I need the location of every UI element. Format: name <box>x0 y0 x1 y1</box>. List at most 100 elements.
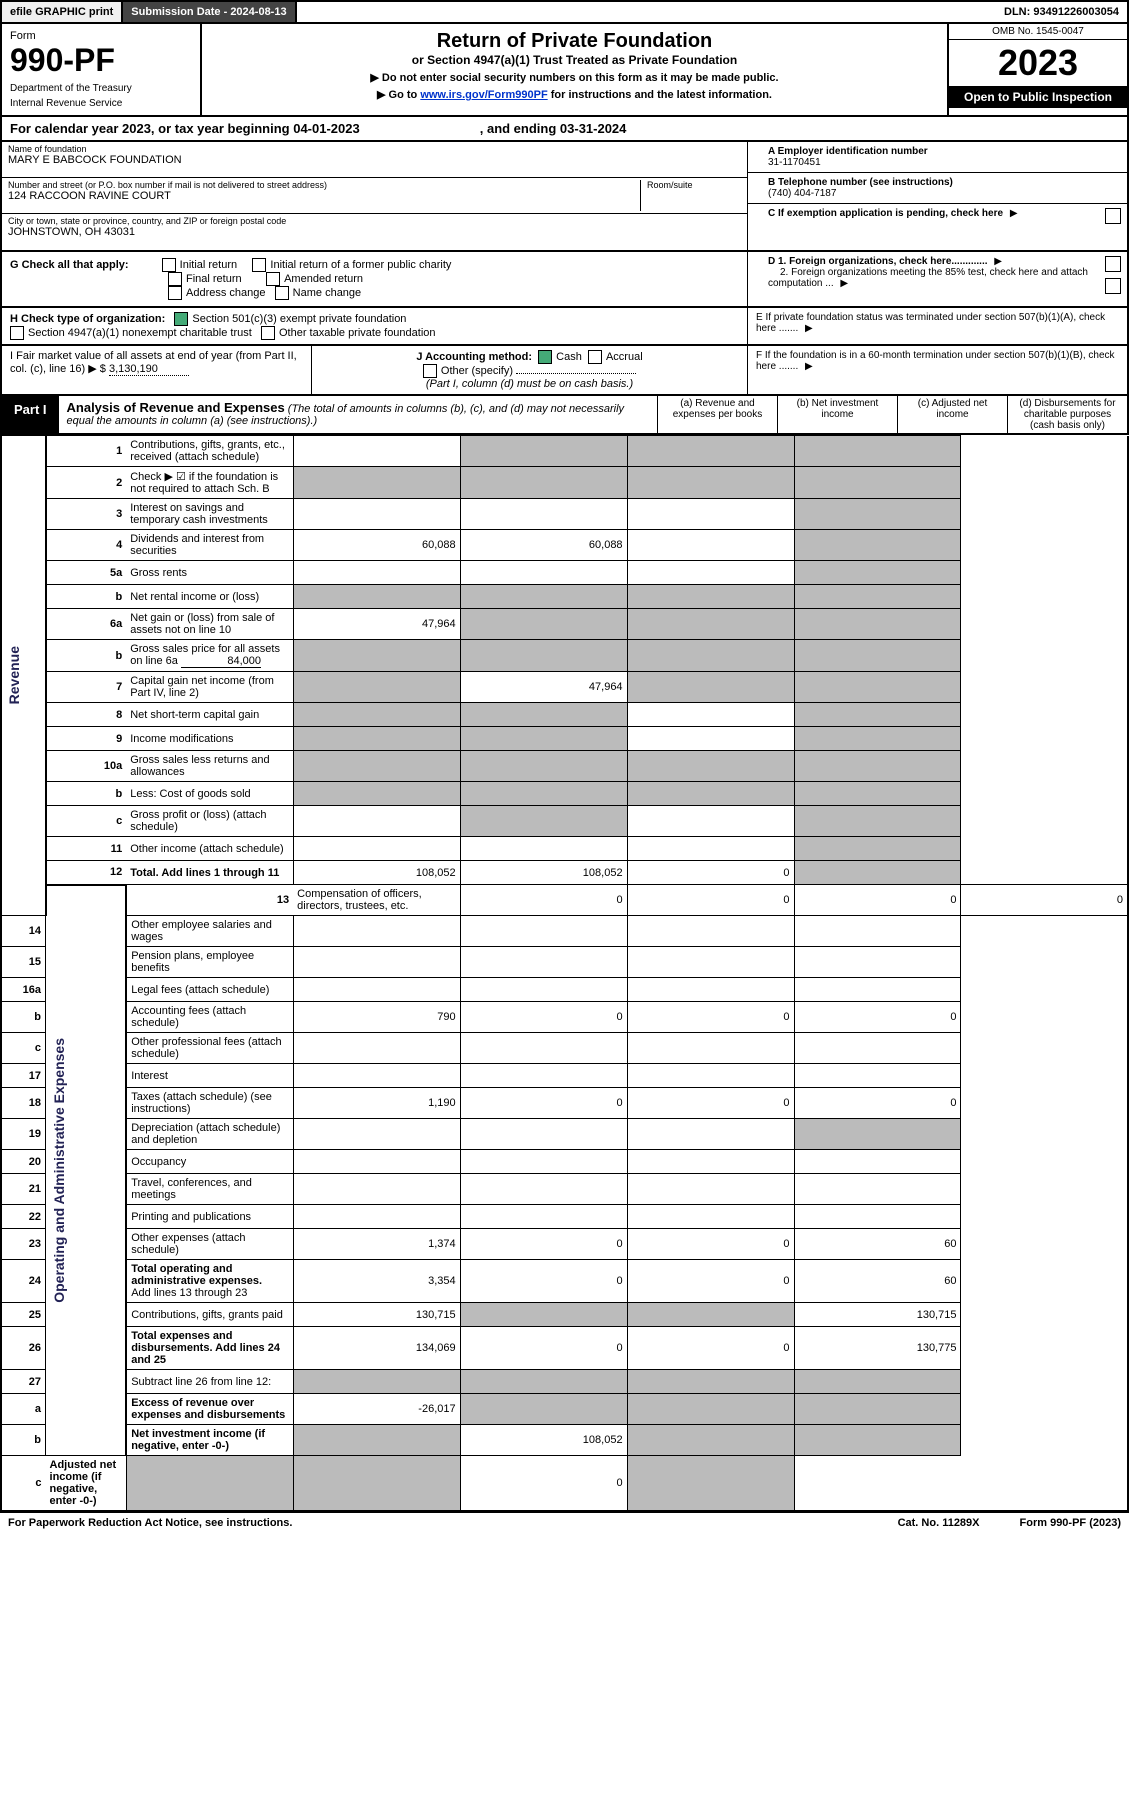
g-name-change-ck[interactable] <box>275 286 289 300</box>
footer-formref: Form 990-PF (2023) <box>1020 1517 1121 1529</box>
row-4-desc: Dividends and interest from securities <box>126 530 293 561</box>
name-label: Name of foundation <box>8 144 741 154</box>
city-label: City or town, state or province, country… <box>8 216 741 226</box>
r16b-c: 0 <box>627 1002 794 1033</box>
form-subtitle: or Section 4947(a)(1) Trust Treated as P… <box>212 53 937 67</box>
part1-header: Part I Analysis of Revenue and Expenses … <box>0 396 1129 435</box>
r6b-val: 84,000 <box>181 655 261 668</box>
h-other-ck[interactable] <box>261 326 275 340</box>
row-1-desc: Contributions, gifts, grants, etc., rece… <box>126 436 293 467</box>
r7-b: 47,964 <box>460 672 627 703</box>
row-6a-desc: Net gain or (loss) from sale of assets n… <box>126 609 293 640</box>
g-final-return-ck[interactable] <box>168 272 182 286</box>
r16b-a: 790 <box>293 1002 460 1033</box>
form990pf-link[interactable]: www.irs.gov/Form990PF <box>420 89 547 101</box>
row-2-desc: Check ▶ ☑ if the foundation is not requi… <box>126 467 293 499</box>
j-cash-ck[interactable] <box>538 350 552 364</box>
h-4947-ck[interactable] <box>10 326 24 340</box>
r26-a: 134,069 <box>293 1327 460 1370</box>
i-fmv-value: 3,130,190 <box>109 363 189 376</box>
omb-number: OMB No. 1545-0047 <box>949 24 1127 40</box>
row-16a-desc: Legal fees (attach schedule) <box>126 978 293 1002</box>
page-footer: For Paperwork Reduction Act Notice, see … <box>0 1512 1129 1533</box>
col-b-hdr: (b) Net investment income <box>777 396 897 433</box>
col-d-hdr: (d) Disbursements for charitable purpose… <box>1007 396 1127 433</box>
r18-a: 1,190 <box>293 1088 460 1119</box>
j-accrual-ck[interactable] <box>588 350 602 364</box>
dln: DLN: 93491226003054 <box>996 2 1127 22</box>
d1-checkbox[interactable] <box>1105 256 1121 272</box>
submission-date: Submission Date - 2024-08-13 <box>123 2 296 22</box>
g-initial-former-ck[interactable] <box>252 258 266 272</box>
r27a-a: -26,017 <box>293 1394 460 1425</box>
dept-treasury: Department of the Treasury <box>10 83 192 94</box>
row-12-desc: Total. Add lines 1 through 11 <box>126 861 293 885</box>
r23-b: 0 <box>460 1229 627 1260</box>
revenue-vlabel: Revenue <box>6 646 22 704</box>
row-11-desc: Other income (attach schedule) <box>126 837 293 861</box>
d1-text: D 1. Foreign organizations, check here..… <box>768 256 988 267</box>
row-24-desc: Total operating and administrative expen… <box>126 1260 293 1303</box>
row-10c-desc: Gross profit or (loss) (attach schedule) <box>126 806 293 837</box>
r26-b: 0 <box>460 1327 627 1370</box>
r24-b: 0 <box>460 1260 627 1303</box>
row-16c-desc: Other professional fees (attach schedule… <box>126 1033 293 1064</box>
street-address: 124 RACCOON RAVINE COURT <box>8 190 636 202</box>
cal-year-end: , and ending 03-31-2024 <box>480 121 627 136</box>
part1-table: Revenue 1Contributions, gifts, grants, e… <box>0 435 1129 1512</box>
h-501c3-ck[interactable] <box>174 312 188 326</box>
tax-year: 2023 <box>949 40 1127 86</box>
j-note: (Part I, column (d) must be on cash basi… <box>426 378 633 390</box>
row-5b-desc: Net rental income or (loss) <box>126 585 293 609</box>
row-22-desc: Printing and publications <box>126 1205 293 1229</box>
part1-title: Analysis of Revenue and Expenses <box>67 400 285 415</box>
c-checkbox[interactable] <box>1105 208 1121 224</box>
r24-c: 0 <box>627 1260 794 1303</box>
g-amended-ck[interactable] <box>266 272 280 286</box>
r4-a: 60,088 <box>293 530 460 561</box>
calendar-year-row: For calendar year 2023, or tax year begi… <box>0 117 1129 142</box>
r23-c: 0 <box>627 1229 794 1260</box>
ein-label: A Employer identification number <box>768 146 1121 157</box>
form-number: 990-PF <box>10 42 192 79</box>
g-address-change-ck[interactable] <box>168 286 182 300</box>
r12-b: 108,052 <box>460 861 627 885</box>
phone-value: (740) 404-7187 <box>768 188 1121 199</box>
r13-a: 0 <box>460 885 627 916</box>
r23-d: 60 <box>794 1229 961 1260</box>
instr-goto: ▶ Go to www.irs.gov/Form990PF for instru… <box>212 88 937 101</box>
row-15-desc: Pension plans, employee benefits <box>126 947 293 978</box>
j-other-ck[interactable] <box>423 364 437 378</box>
g-label: G Check all that apply: <box>10 259 129 271</box>
r24-a: 3,354 <box>293 1260 460 1303</box>
row-27c-desc: Adjusted net income (if negative, enter … <box>46 1456 127 1512</box>
row-23-desc: Other expenses (attach schedule) <box>126 1229 293 1260</box>
row-9-desc: Income modifications <box>126 727 293 751</box>
row-18-desc: Taxes (attach schedule) (see instruction… <box>126 1088 293 1119</box>
r27c-c: 0 <box>460 1456 627 1512</box>
r23-a: 1,374 <box>293 1229 460 1260</box>
row-19-desc: Depreciation (attach schedule) and deple… <box>126 1119 293 1150</box>
r13-b: 0 <box>627 885 794 916</box>
r6a-a: 47,964 <box>293 609 460 640</box>
phone-label: B Telephone number (see instructions) <box>768 177 1121 188</box>
section-ij: I Fair market value of all assets at end… <box>0 346 1129 396</box>
row-10b-desc: Less: Cost of goods sold <box>126 782 293 806</box>
r16b-d: 0 <box>794 1002 961 1033</box>
r12-a: 108,052 <box>293 861 460 885</box>
footer-paperwork: For Paperwork Reduction Act Notice, see … <box>8 1517 292 1529</box>
expenses-vlabel: Operating and Administrative Expenses <box>51 1038 67 1303</box>
r26-c: 0 <box>627 1327 794 1370</box>
d2-checkbox[interactable] <box>1105 278 1121 294</box>
row-27a-desc: Excess of revenue over expenses and disb… <box>126 1394 293 1425</box>
addr-label: Number and street (or P.O. box number if… <box>8 180 636 190</box>
g-initial-return-ck[interactable] <box>162 258 176 272</box>
section-h: H Check type of organization: Section 50… <box>0 308 1129 346</box>
c-exemption-text: C If exemption application is pending, c… <box>768 208 1003 219</box>
r26-d: 130,775 <box>794 1327 961 1370</box>
r12-c: 0 <box>627 861 794 885</box>
col-a-hdr: (a) Revenue and expenses per books <box>657 396 777 433</box>
efile-print-btn[interactable]: efile GRAPHIC print <box>2 2 123 22</box>
col-c-hdr: (c) Adjusted net income <box>897 396 1007 433</box>
d2-text: 2. Foreign organizations meeting the 85%… <box>768 267 1088 289</box>
